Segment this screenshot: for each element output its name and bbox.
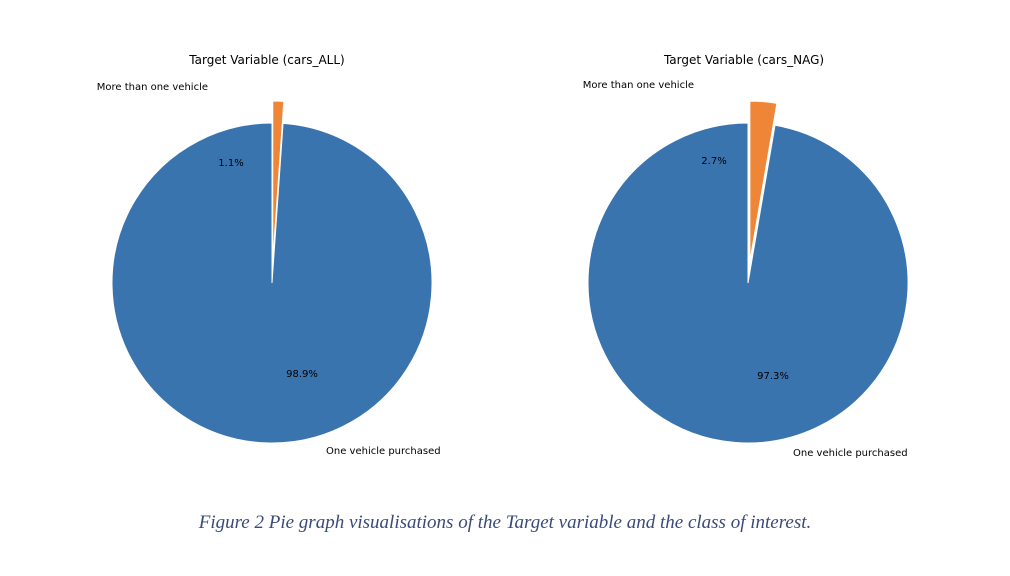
chart-title: Target Variable (cars_NAG): [663, 53, 824, 67]
pie-figure: Target Variable (cars_ALL) More than one…: [97, 53, 909, 459]
slice-pct-one-vehicle: 97.3%: [757, 371, 789, 382]
slice-label-one-vehicle: One vehicle purchased: [793, 448, 908, 459]
pie-slice-one-vehicle: [111, 122, 433, 444]
slice-pct-one-vehicle: 98.9%: [286, 369, 318, 380]
pie-chart-cars-nag: Target Variable (cars_NAG) More than one…: [583, 53, 909, 459]
slice-label-more-than-one: More than one vehicle: [583, 80, 694, 91]
pie-slice-more-than-one: [749, 100, 778, 262]
slice-label-more-than-one: More than one vehicle: [97, 82, 208, 93]
figure-caption: Figure 2 Pie graph visualisations of the…: [198, 512, 812, 533]
slice-label-one-vehicle: One vehicle purchased: [326, 446, 441, 457]
chart-title: Target Variable (cars_ALL): [188, 53, 344, 67]
pie-chart-cars-all: Target Variable (cars_ALL) More than one…: [97, 53, 441, 457]
pie-slice-one-vehicle: [587, 122, 909, 444]
slice-pct-more-than-one: 2.7%: [701, 156, 726, 167]
pie-slice-more-than-one: [272, 100, 285, 262]
slice-pct-more-than-one: 1.1%: [218, 158, 243, 169]
